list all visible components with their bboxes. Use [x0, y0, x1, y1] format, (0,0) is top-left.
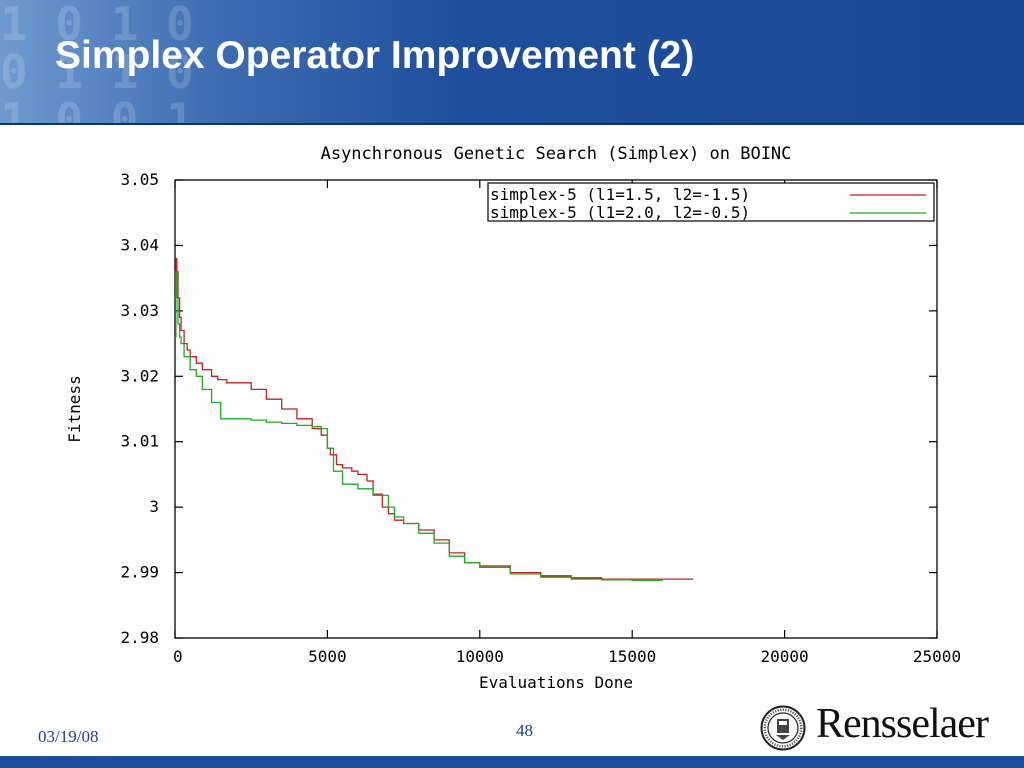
- y-tick-label: 3.04: [120, 235, 159, 254]
- x-axis-label: Evaluations Done: [479, 673, 633, 692]
- series-line-1: [175, 257, 694, 580]
- chart-title: Asynchronous Genetic Search (Simplex) on…: [321, 144, 792, 164]
- x-tick-label: 10000: [456, 647, 504, 666]
- y-tick-label: 3: [149, 497, 159, 516]
- series-line-2: [175, 270, 663, 582]
- legend-label: simplex-5 (l1=1.5, l2=-1.5): [490, 185, 750, 204]
- footer-bar: [0, 756, 1024, 768]
- x-tick-label: 15000: [608, 647, 656, 666]
- slide-header: 1 0 1 0 0 1 1 0 1 0 0 1 Simplex Operator…: [0, 0, 1024, 125]
- slide-date: 03/19/08: [38, 727, 99, 746]
- rensselaer-seal-icon: [760, 705, 806, 751]
- header-divider: [0, 123, 1024, 125]
- legend-box: [487, 182, 935, 222]
- y-axis-label: Fitness: [65, 375, 84, 442]
- y-tick-label: 2.99: [120, 563, 159, 582]
- x-tick-label: 0: [173, 647, 183, 666]
- rensselaer-wordmark: Rensselaer: [816, 701, 989, 747]
- x-tick-label: 20000: [761, 647, 809, 666]
- y-tick-label: 3.03: [120, 301, 159, 320]
- plot-frame: [174, 179, 938, 639]
- y-tick-label: 3.01: [120, 432, 159, 451]
- page-number: 48: [516, 721, 533, 740]
- y-tick-label: 3.05: [120, 170, 159, 189]
- fitness-chart: Asynchronous Genetic Search (Simplex) on…: [60, 140, 975, 700]
- legend-label: simplex-5 (l1=2.0, l2=-0.5): [490, 203, 750, 222]
- chart-svg: Asynchronous Genetic Search (Simplex) on…: [65, 144, 961, 692]
- y-tick-label: 2.98: [120, 628, 159, 647]
- slide-title: Simplex Operator Improvement (2): [55, 34, 695, 77]
- rensselaer-logo: Rensselaer: [760, 701, 1020, 753]
- x-tick-label: 25000: [913, 647, 961, 666]
- y-tick-label: 3.02: [120, 366, 159, 385]
- x-tick-label: 5000: [308, 647, 347, 666]
- header-binary-decoration: 1 0 1 0 0 1 1 0 1 0 0 1: [0, 0, 194, 125]
